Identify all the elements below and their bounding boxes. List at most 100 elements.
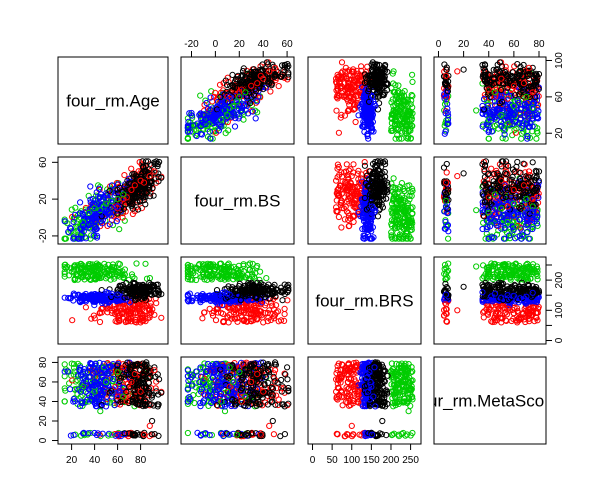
data-point	[506, 216, 513, 223]
data-point	[129, 194, 136, 201]
data-point	[74, 265, 81, 272]
data-point	[361, 194, 368, 202]
data-point	[376, 77, 384, 84]
data-point	[529, 123, 536, 130]
data-point	[391, 235, 398, 242]
data-point	[356, 72, 363, 80]
data-point	[442, 72, 450, 80]
data-point	[529, 104, 536, 111]
data-point	[93, 225, 100, 232]
data-point	[268, 82, 275, 89]
data-point	[404, 135, 411, 142]
variable-name-label: four_rm.Age	[66, 92, 160, 111]
data-point	[85, 264, 92, 272]
data-point	[267, 88, 274, 95]
data-point	[350, 95, 357, 102]
panel-r0-c3	[433, 56, 547, 145]
data-point	[135, 295, 142, 302]
data-point	[520, 80, 528, 87]
data-point	[494, 66, 501, 73]
data-point	[197, 297, 204, 304]
data-point	[498, 177, 505, 184]
data-point	[531, 79, 538, 86]
data-point	[491, 191, 499, 198]
data-point	[378, 73, 385, 81]
data-point	[510, 182, 517, 189]
data-point	[485, 128, 492, 135]
data-point	[501, 131, 508, 138]
data-point	[533, 168, 540, 175]
data-point	[523, 214, 530, 222]
data-point	[333, 208, 340, 215]
data-point	[369, 203, 376, 210]
data-point	[366, 113, 373, 121]
data-point	[445, 120, 452, 127]
data-point	[504, 107, 511, 114]
data-point	[189, 298, 196, 305]
data-point	[278, 317, 285, 324]
data-point	[106, 221, 113, 228]
data-point	[272, 64, 279, 71]
panel-frame	[307, 156, 422, 245]
data-point	[528, 178, 535, 185]
data-point	[114, 289, 121, 296]
data-point	[372, 179, 379, 186]
data-point	[89, 261, 96, 268]
data-point	[408, 122, 415, 129]
data-point	[343, 161, 350, 168]
data-point	[225, 260, 232, 267]
data-point	[137, 319, 144, 326]
data-point	[485, 86, 492, 93]
data-point	[61, 294, 68, 301]
data-point	[498, 86, 505, 94]
data-point	[372, 71, 379, 78]
data-point	[338, 111, 345, 119]
data-point	[76, 297, 83, 304]
data-point	[528, 85, 535, 93]
data-point	[479, 102, 486, 110]
data-point	[520, 182, 528, 189]
data-point	[85, 216, 92, 223]
data-point	[392, 216, 399, 224]
data-point	[199, 315, 206, 322]
data-point	[495, 199, 503, 206]
data-point	[368, 193, 376, 200]
data-point	[246, 303, 253, 310]
data-point	[235, 105, 242, 112]
data-point	[273, 302, 280, 309]
data-point	[350, 96, 357, 103]
data-point	[121, 183, 128, 190]
data-point	[516, 184, 523, 191]
data-point	[240, 65, 247, 72]
data-point	[93, 273, 100, 280]
panel-frame	[57, 156, 169, 245]
data-point	[345, 210, 352, 217]
data-point	[77, 225, 84, 232]
data-point	[196, 261, 203, 268]
data-point	[526, 210, 533, 217]
data-point	[498, 122, 505, 130]
data-point	[494, 170, 501, 177]
data-point	[333, 75, 340, 82]
data-point	[334, 85, 341, 92]
data-point	[375, 86, 382, 93]
data-point	[374, 199, 381, 206]
data-point	[376, 186, 383, 193]
data-point	[129, 171, 136, 178]
data-point	[401, 88, 408, 95]
data-point	[87, 199, 94, 206]
data-point	[120, 196, 127, 203]
data-point	[154, 163, 161, 170]
data-point	[153, 300, 160, 307]
data-point	[140, 301, 148, 308]
data-point	[408, 113, 415, 120]
data-point	[517, 175, 524, 182]
data-point	[333, 107, 340, 114]
data-point	[339, 74, 346, 81]
data-point	[221, 107, 229, 114]
data-point	[531, 218, 538, 225]
data-point	[525, 168, 533, 175]
data-point	[518, 135, 525, 142]
data-point	[363, 169, 370, 177]
data-point	[529, 159, 536, 166]
